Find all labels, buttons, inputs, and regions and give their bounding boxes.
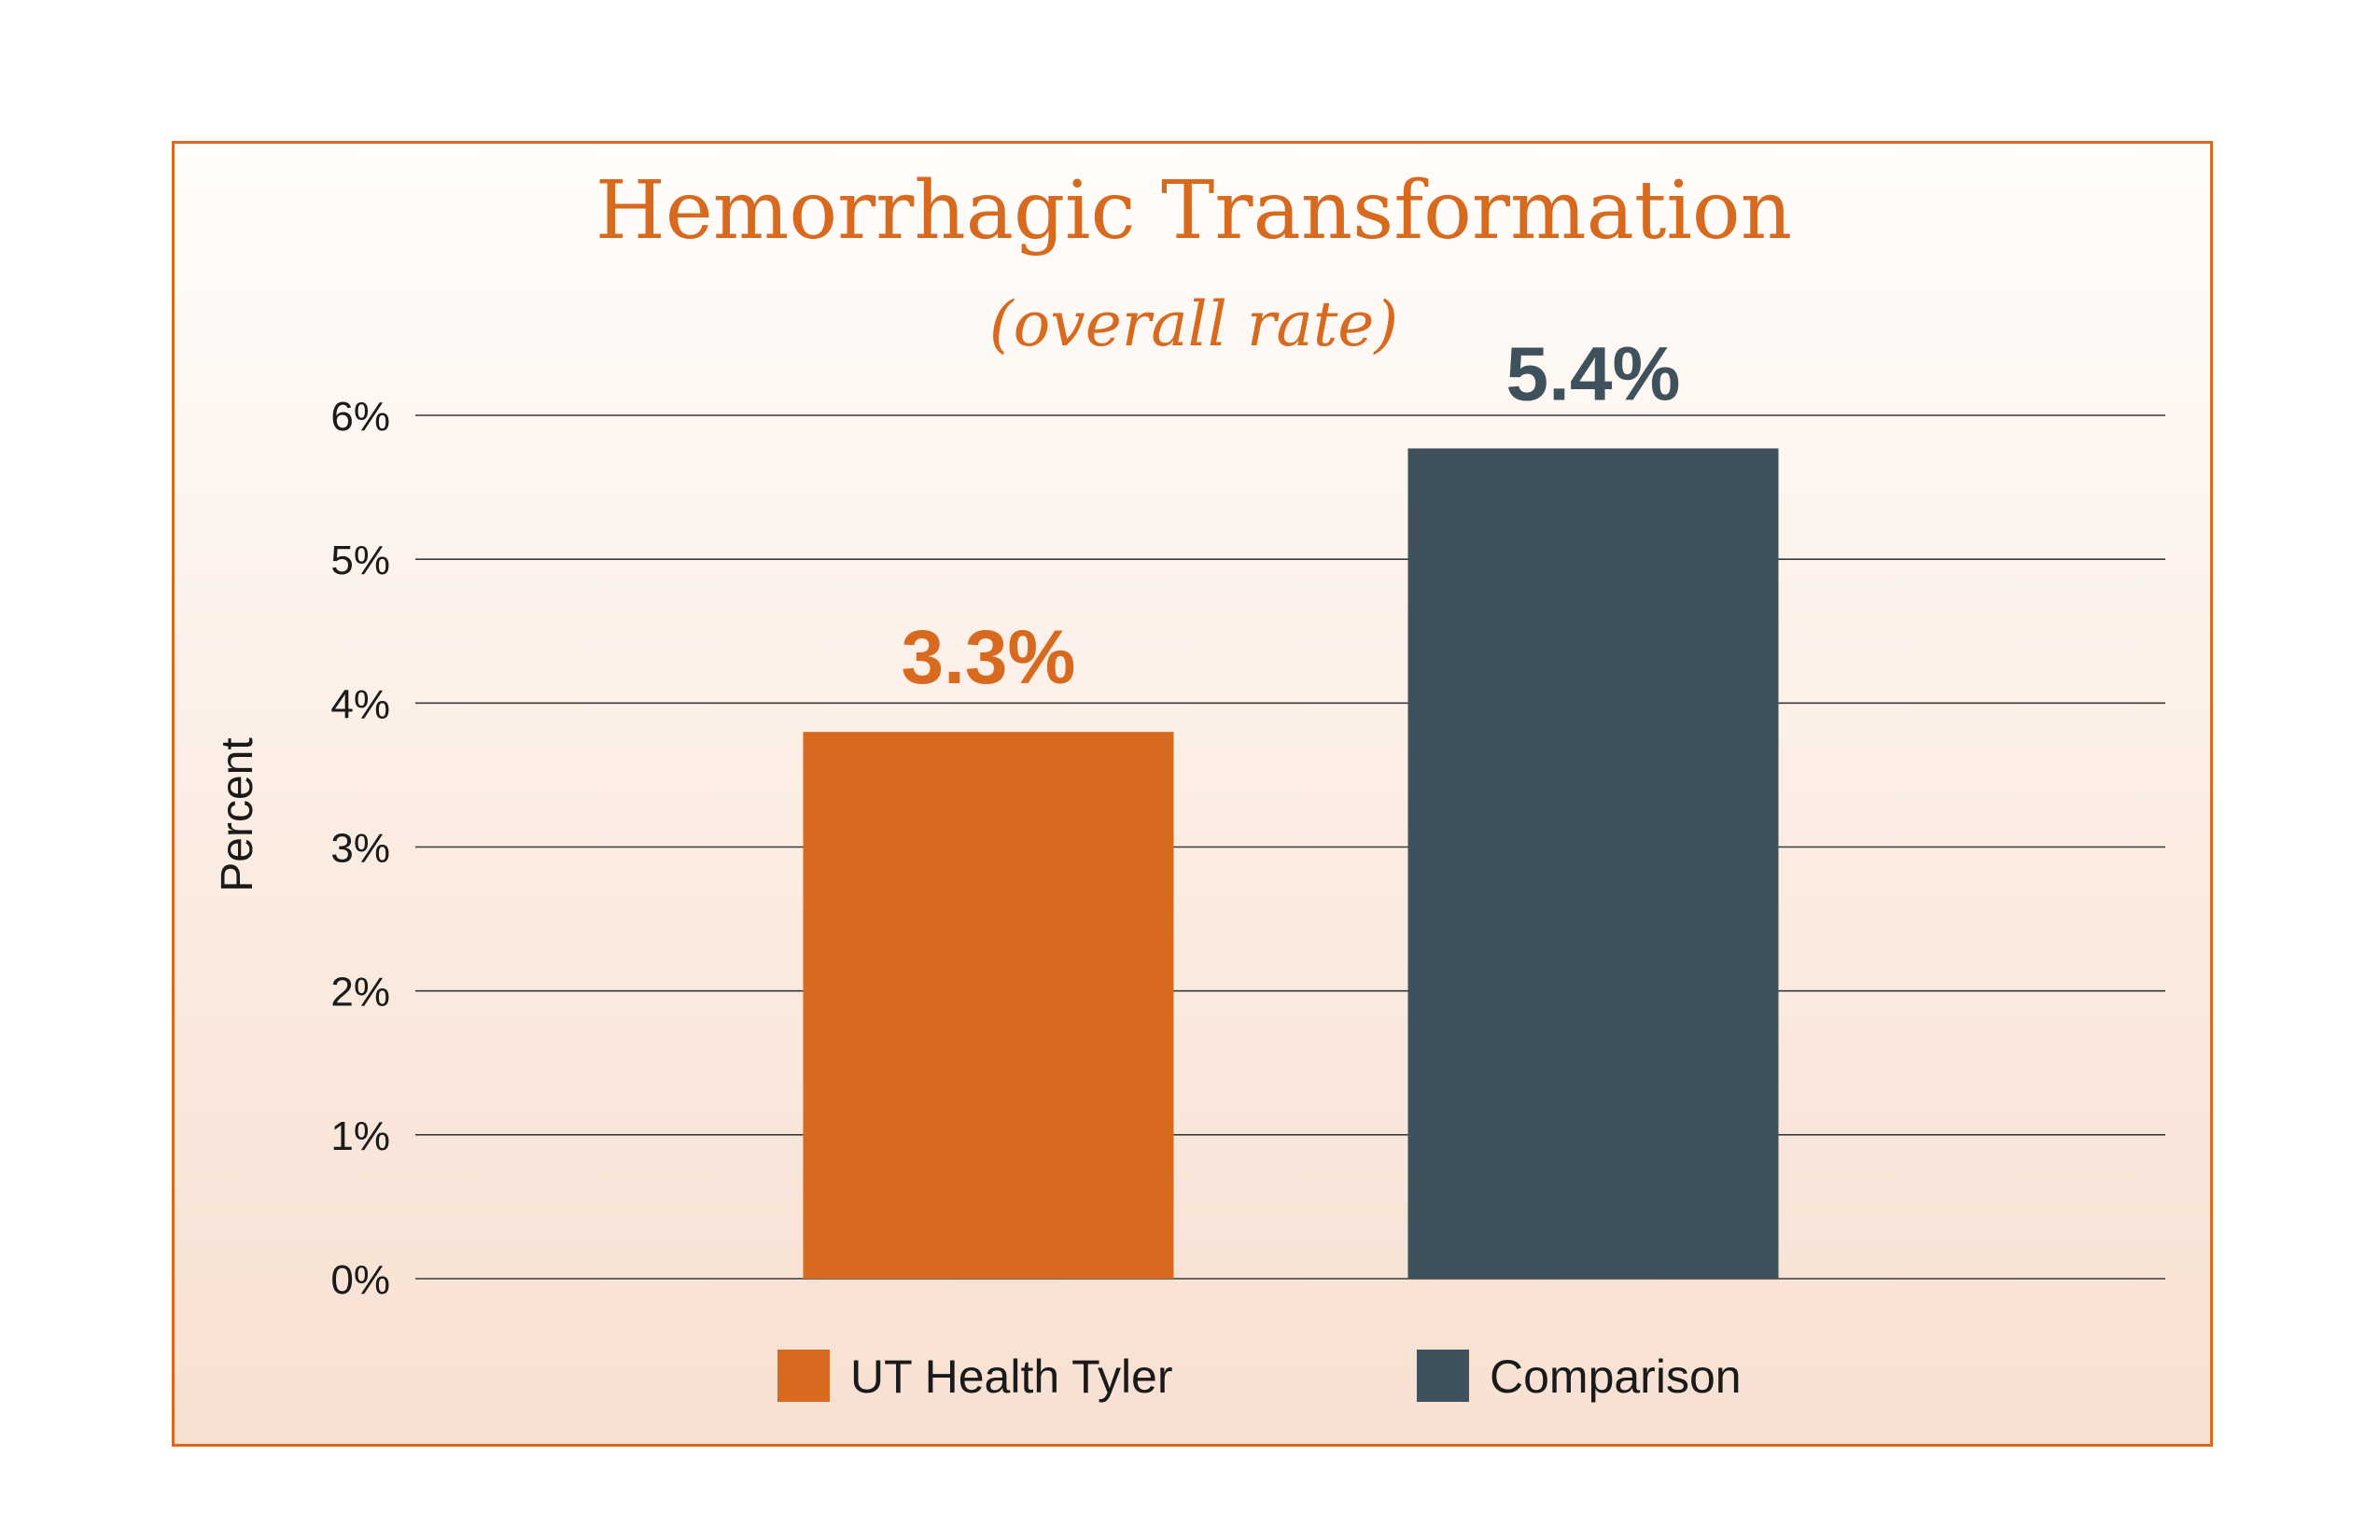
legend-swatch [1417, 1350, 1469, 1402]
legend-item: Comparison [1417, 1350, 1742, 1403]
legend: UT Health Tyler Comparison [777, 1350, 1742, 1403]
data-labels: 3.3% 5.4% [902, 331, 1681, 700]
gridlines [415, 414, 2165, 1280]
legend-label: Comparison [1490, 1351, 1742, 1403]
y-tick-label: 6% [330, 394, 390, 440]
y-axis-ticks: 0% 1% 2% 3% 4% 5% 6% [330, 394, 390, 1303]
bar-comparison [1407, 448, 1779, 1279]
legend-swatch [777, 1350, 830, 1402]
chart-frame [172, 141, 2213, 1447]
bars [803, 448, 1779, 1279]
data-label: 5.4% [1506, 331, 1681, 416]
legend-label: UT Health Tyler [850, 1351, 1173, 1403]
y-tick-label: 3% [330, 826, 390, 872]
legend-item: UT Health Tyler [777, 1350, 1173, 1403]
bar-ut-health-tyler [803, 732, 1174, 1279]
chart-subtitle: (overall rate) [989, 288, 1398, 360]
y-tick-label: 2% [330, 970, 390, 1015]
y-tick-label: 5% [330, 538, 390, 583]
chart-title: Hemorrhagic Transformation [595, 164, 1792, 258]
y-tick-label: 0% [330, 1257, 390, 1303]
y-tick-label: 4% [330, 681, 390, 727]
y-tick-label: 1% [330, 1113, 390, 1159]
y-axis-label: Percent [213, 737, 262, 891]
data-label: 3.3% [902, 615, 1076, 700]
